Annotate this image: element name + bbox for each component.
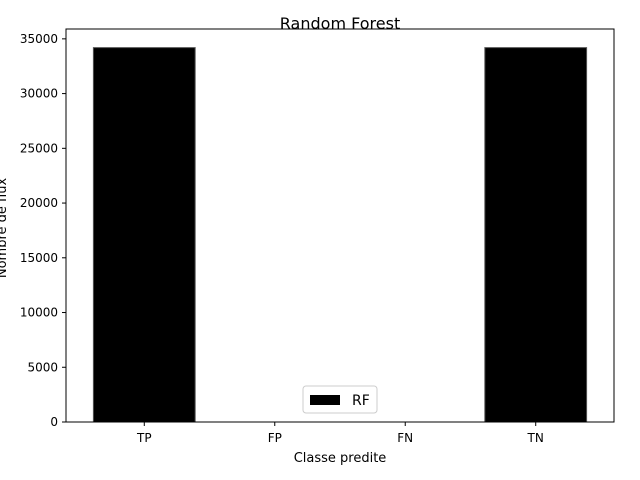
bar-tn — [484, 47, 588, 423]
x-tick-label: TP — [136, 431, 152, 445]
legend-label-rf: RF — [352, 393, 370, 409]
x-tick-label: FP — [268, 431, 282, 445]
x-tick-label: FN — [397, 431, 413, 445]
y-axis-label: Nombre de flux — [0, 178, 10, 279]
bar-tp — [92, 47, 196, 423]
y-tick-label: 0 — [50, 415, 58, 429]
legend-swatch-rf — [310, 395, 340, 405]
x-tick-label: TN — [527, 431, 544, 445]
y-tick-label: 35000 — [20, 32, 58, 46]
plot-frame — [65, 28, 615, 423]
chart-title: Random Forest — [280, 14, 400, 33]
y-tick-label: 15000 — [20, 251, 58, 265]
y-tick-label: 30000 — [20, 87, 58, 101]
x-axis-ticks: TP FP FN TN — [136, 422, 544, 445]
legend: RF — [302, 385, 378, 414]
y-tick-label: 10000 — [20, 306, 58, 320]
y-tick-label: 5000 — [27, 360, 58, 374]
x-axis-label: Classe predite — [294, 451, 387, 466]
y-axis-ticks: 0 5000 10000 15000 20000 25000 30000 35000 — [20, 32, 66, 429]
y-tick-label: 20000 — [20, 196, 58, 210]
bars-group — [92, 47, 588, 423]
y-tick-label: 25000 — [20, 141, 58, 155]
